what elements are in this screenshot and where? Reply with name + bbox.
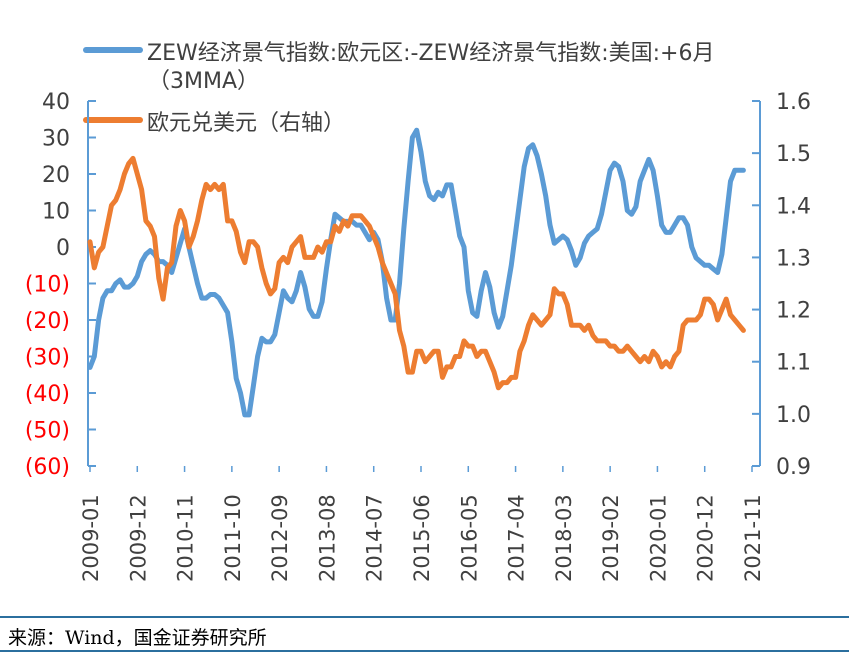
y-left-tick-label: 0 xyxy=(56,236,70,261)
x-tick-label: 2019-02 xyxy=(599,494,623,582)
y-right-tick-label: 1.1 xyxy=(776,351,811,376)
source-note: 来源：Wind，国金证券研究所 xyxy=(8,627,267,649)
y-left-tick-label: (40) xyxy=(25,382,70,407)
x-tick-label: 2014-07 xyxy=(363,494,387,582)
y-left-tick-label: 20 xyxy=(42,163,70,188)
y-left-tick-label: (10) xyxy=(25,273,70,298)
y-left-tick-label: (50) xyxy=(25,419,70,444)
y-left-tick-label: 30 xyxy=(42,127,70,152)
y-right-tick-label: 1.5 xyxy=(776,142,811,167)
y-right-tick-label: 1.2 xyxy=(776,299,811,324)
legend: ZEW经济景气指数:欧元区:-ZEW经济景气指数:美国:+6月 （3MMA） 欧… xyxy=(83,41,714,136)
legend-label-zew-line2: （3MMA） xyxy=(148,69,259,94)
x-tick-label: 2013-08 xyxy=(315,494,339,582)
legend-label-zew-line1: ZEW经济景气指数:欧元区:-ZEW经济景气指数:美国:+6月 xyxy=(147,41,714,66)
y-right-tick-label: 1.0 xyxy=(776,403,811,428)
y-left-tick-label: (60) xyxy=(25,455,70,480)
y-right-tick-label: 1.6 xyxy=(776,90,811,115)
x-tick-label: 2012-09 xyxy=(268,494,292,582)
chart: ZEW经济景气指数:欧元区:-ZEW经济景气指数:美国:+6月 （3MMA） 欧… xyxy=(25,41,811,582)
x-tick-label: 2017-04 xyxy=(505,494,529,582)
x-tick-label: 2020-01 xyxy=(646,494,670,582)
x-tick-label: 2018-03 xyxy=(552,494,576,582)
y-left-tick-label: (30) xyxy=(25,346,70,371)
y-left-tick-label: 10 xyxy=(42,200,70,225)
series-line-zew xyxy=(87,127,746,418)
y-left-tick-label: 40 xyxy=(42,90,70,115)
x-tick-label: 2021-11 xyxy=(741,494,765,582)
divider-top xyxy=(0,616,849,618)
series-line-eurusd xyxy=(87,155,746,391)
x-tick-label: 2010-11 xyxy=(174,494,198,582)
legend-label-eurusd: 欧元兑美元（右轴） xyxy=(147,111,345,136)
x-tick-label: 2009-12 xyxy=(126,494,150,582)
x-tick-label: 2020-12 xyxy=(694,494,718,582)
series-layer xyxy=(87,127,746,418)
axes: 40 30 20 10 0 (10) (20) (30) (40) (50) (60) 1.6 1.5 1… xyxy=(25,90,811,582)
x-tick-label: 2015-06 xyxy=(410,494,434,582)
x-tick-label: 2016-05 xyxy=(457,494,481,582)
x-tick-label: 2011-10 xyxy=(221,494,245,582)
y-right-tick-label: 0.9 xyxy=(776,455,811,480)
divider-bottom xyxy=(0,650,849,652)
y-right-tick-label: 1.4 xyxy=(776,194,811,219)
x-tick-label: 2009-01 xyxy=(79,494,103,582)
y-left-tick-label: (20) xyxy=(25,309,70,334)
y-right-tick-label: 1.3 xyxy=(776,246,811,271)
